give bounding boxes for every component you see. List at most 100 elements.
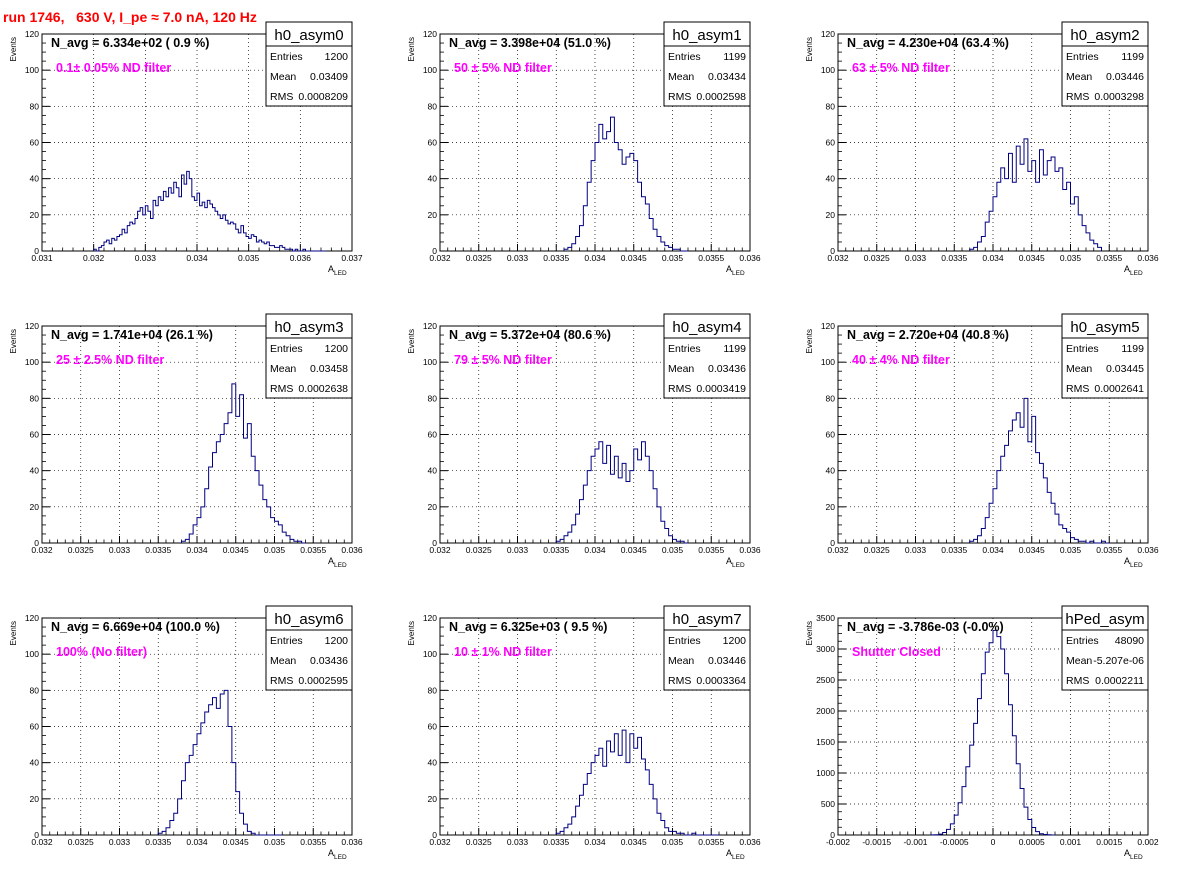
stats-label: RMS xyxy=(1066,91,1089,103)
x-tick-label: 0.0355 xyxy=(1096,253,1122,263)
filter-note: 25 ± 2.5% ND filter xyxy=(56,353,164,367)
histogram-name: h0_asym6 xyxy=(274,611,343,628)
stats-title-box xyxy=(1061,605,1149,631)
histogram-panel-h0-asym2: 0.032 0.0325 0.033 0.0335 0.034 0.0345 0.035 0.… xyxy=(805,21,1159,277)
x-tick-label: 0.0325 xyxy=(68,545,94,555)
navg-label: N_avg = 5.372e+04 (80.6 %) xyxy=(449,328,611,342)
stats-label: Mean xyxy=(1066,363,1092,375)
y-tick-label: 20 xyxy=(428,502,438,512)
x-axis-label-subscript: LED xyxy=(732,562,745,569)
page-title: run 1746, 630 V, I_pe ≈ 7.0 nA, 120 Hz xyxy=(3,9,257,25)
x-tick-label: 0.0335 xyxy=(941,253,967,263)
x-tick-label: 0.033 xyxy=(905,253,927,263)
x-tick-label: 0.034 xyxy=(186,253,208,263)
y-tick-label: 0 xyxy=(830,246,835,256)
y-tick-label: 120 xyxy=(25,321,39,331)
x-tick-label: 0.0335 xyxy=(145,837,171,847)
y-tick-label: 80 xyxy=(30,101,40,111)
x-tick-label: 0.0325 xyxy=(466,253,492,263)
y-tick-label: 40 xyxy=(428,758,438,768)
stats-value: 1200 xyxy=(325,343,349,355)
stats-label: Mean xyxy=(270,655,296,667)
x-axis-label: ALED xyxy=(1124,556,1143,569)
stats-label: Mean xyxy=(668,655,694,667)
stats-title-box xyxy=(265,605,353,631)
x-tick-label: 0.033 xyxy=(109,545,131,555)
x-tick-label: 0.034 xyxy=(982,253,1004,263)
y-tick-label: 120 xyxy=(821,29,835,39)
x-tick-label: 0.001 xyxy=(1060,837,1082,847)
stats-label: RMS xyxy=(668,383,691,395)
x-tick-label: 0.0335 xyxy=(941,545,967,555)
x-tick-label: 0.032 xyxy=(429,837,451,847)
stats-label: RMS xyxy=(270,91,293,103)
x-axis-label: ALED xyxy=(1124,848,1143,861)
y-tick-label: 0 xyxy=(34,538,39,548)
y-axis-label: Events xyxy=(407,621,416,645)
filter-note: 10 ± 1% ND filter xyxy=(454,645,552,659)
stats-label: Entries xyxy=(1066,635,1099,647)
y-tick-label: 100 xyxy=(423,357,437,367)
stats-label: Entries xyxy=(1066,343,1099,355)
x-tick-label: 0.036 xyxy=(739,545,761,555)
x-tick-label: 0.034 xyxy=(584,545,606,555)
stats-title-box xyxy=(663,21,751,47)
y-tick-label: 40 xyxy=(428,466,438,476)
x-tick-label: -0.0015 xyxy=(862,837,891,847)
stats-title-box xyxy=(663,605,751,631)
y-tick-label: 2000 xyxy=(816,706,835,716)
y-axis-label: Events xyxy=(805,329,814,353)
navg-label: N_avg = 6.334e+02 ( 0.9 %) xyxy=(51,36,209,50)
y-tick-label: 100 xyxy=(25,65,39,75)
y-tick-label: 60 xyxy=(826,430,836,440)
x-tick-label: 0.0325 xyxy=(466,837,492,847)
y-tick-label: 80 xyxy=(30,685,40,695)
histogram-name: hPed_asym xyxy=(1065,611,1144,628)
y-tick-label: 40 xyxy=(30,466,40,476)
stats-value: 0.0003419 xyxy=(696,383,746,395)
x-tick-label: 0.0355 xyxy=(300,545,326,555)
x-tick-label: 0.032 xyxy=(31,545,53,555)
histogram-name: h0_asym2 xyxy=(1070,27,1139,44)
y-tick-label: 40 xyxy=(826,174,836,184)
stats-value: 1200 xyxy=(325,51,349,63)
navg-label: N_avg = 6.669e+04 (100.0 %) xyxy=(51,620,220,634)
y-tick-label: 80 xyxy=(428,101,438,111)
x-tick-label: 0.036 xyxy=(1137,545,1159,555)
navg-label: N_avg = -3.786e-03 (-0.0%) xyxy=(847,620,1004,634)
y-axis-label: Events xyxy=(407,37,416,61)
x-tick-label: 0.034 xyxy=(186,837,208,847)
x-tick-label: 0.0345 xyxy=(223,837,249,847)
stats-label: RMS xyxy=(270,383,293,395)
stats-box xyxy=(663,629,751,691)
stats-label: Mean xyxy=(270,363,296,375)
histogram-series xyxy=(555,729,719,836)
navg-label: N_avg = 6.325e+03 ( 9.5 %) xyxy=(449,620,607,634)
stats-value: 0.0008209 xyxy=(298,91,348,103)
x-axis-label: ALED xyxy=(328,556,347,569)
x-tick-label: 0.035 xyxy=(662,253,684,263)
x-tick-label: 0.0325 xyxy=(864,545,890,555)
stats-title-box xyxy=(265,21,353,47)
x-tick-label: 0.0325 xyxy=(68,837,94,847)
navg-label: N_avg = 1.741e+04 (26.1 %) xyxy=(51,328,213,342)
x-tick-label: 0.036 xyxy=(290,253,312,263)
x-tick-label: 0.034 xyxy=(584,253,606,263)
x-tick-label: 0.0355 xyxy=(1096,545,1122,555)
x-tick-label: 0.036 xyxy=(739,253,761,263)
stats-title-box xyxy=(663,313,751,339)
y-tick-label: 1500 xyxy=(816,737,835,747)
x-tick-label: 0.0355 xyxy=(698,837,724,847)
x-tick-label: 0.032 xyxy=(83,253,105,263)
x-axis-label: ALED xyxy=(328,848,347,861)
y-tick-label: 100 xyxy=(821,357,835,367)
x-tick-label: 0.033 xyxy=(905,545,927,555)
histogram-name: h0_asym7 xyxy=(672,611,741,628)
y-tick-label: 120 xyxy=(423,29,437,39)
histogram-name: h0_asym0 xyxy=(274,27,343,44)
x-axis-label-subscript: LED xyxy=(334,270,347,277)
histogram-series xyxy=(181,383,306,544)
histogram-name: h0_asym5 xyxy=(1070,319,1139,336)
stats-label: Entries xyxy=(668,635,701,647)
